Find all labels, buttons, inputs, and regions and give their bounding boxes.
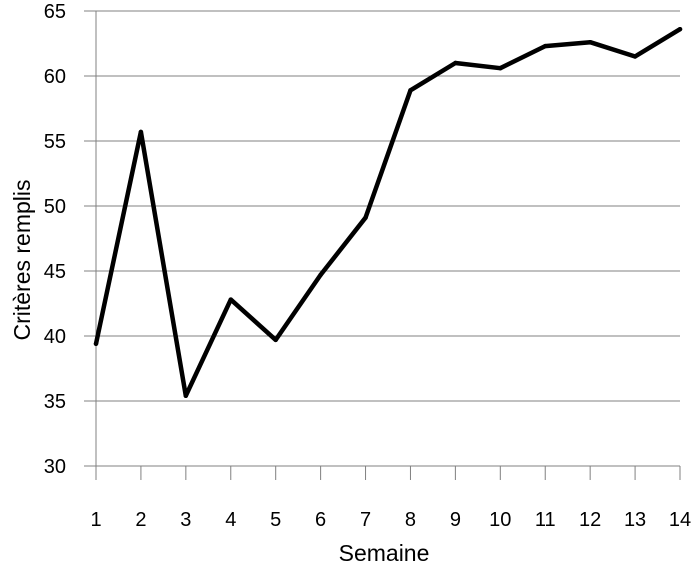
x-tick-label: 9 — [450, 509, 461, 531]
y-tick-label: 55 — [44, 131, 66, 153]
data-point — [273, 337, 278, 343]
data-point — [543, 43, 548, 49]
x-tick-label: 10 — [489, 509, 511, 531]
x-tick-label: 12 — [579, 509, 601, 531]
x-axis-title: Semaine — [339, 540, 430, 566]
x-tick-label: 5 — [270, 509, 281, 531]
y-tick-label: 30 — [44, 456, 66, 478]
gridlines — [84, 10, 680, 467]
y-tick-label: 40 — [44, 326, 66, 348]
series-line-0 — [93, 26, 683, 399]
data-point — [498, 66, 503, 71]
y-tick-labels: 30 35 40 45 50 55 60 65 — [44, 1, 66, 478]
x-tick-label: 3 — [180, 509, 191, 531]
data-point — [228, 297, 233, 302]
y-tick-label: 65 — [44, 1, 66, 23]
y-tick-label: 50 — [44, 196, 66, 218]
y-tick-label: 60 — [44, 66, 66, 88]
y-tick-label: 35 — [44, 391, 66, 413]
data-point — [408, 88, 413, 93]
data-point — [453, 60, 458, 66]
x-tick-label: 8 — [405, 509, 416, 531]
data-point — [587, 40, 593, 45]
x-tick-label: 7 — [360, 509, 371, 531]
x-tick-label: 14 — [669, 509, 691, 531]
x-tick-label: 2 — [135, 509, 146, 531]
y-tick-label: 45 — [44, 261, 66, 283]
data-point — [138, 129, 144, 135]
x-tick-label: 4 — [225, 509, 236, 531]
y-axis-title: Critères remplis — [9, 179, 35, 340]
data-point — [677, 27, 683, 32]
axes — [95, 11, 681, 480]
data-point — [93, 341, 99, 346]
data-point — [183, 393, 189, 398]
data-point — [363, 215, 368, 220]
series-layer — [93, 26, 683, 399]
x-tick-label: 6 — [315, 509, 326, 531]
data-point — [632, 54, 638, 59]
x-tick-label: 13 — [624, 509, 646, 531]
x-tick-labels: 1 2 3 4 5 6 7 8 9 10 11 12 13 14 — [90, 509, 691, 531]
data-point — [318, 272, 323, 278]
x-tick-label: 1 — [90, 509, 101, 531]
x-tick-label: 11 — [535, 509, 556, 531]
